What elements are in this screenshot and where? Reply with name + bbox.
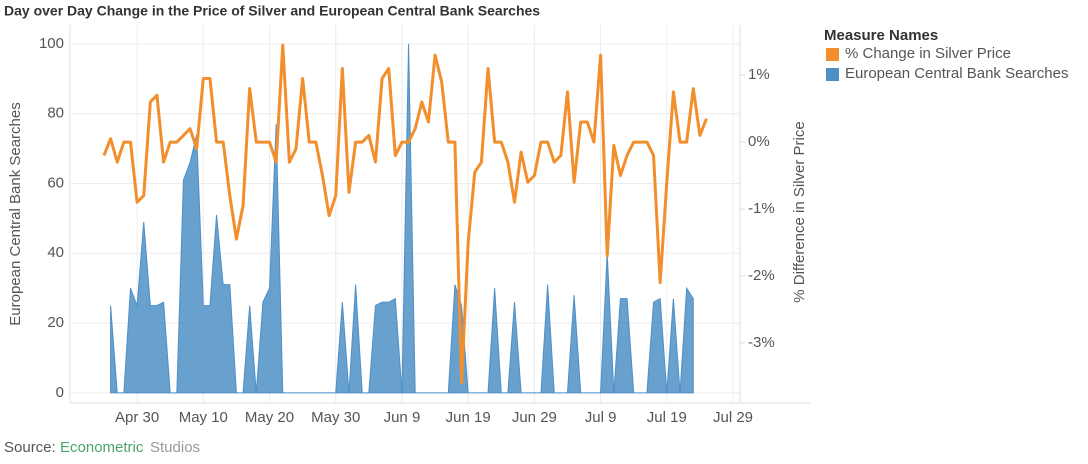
x-tick-label: Jul 9 (585, 409, 617, 426)
legend-swatch (826, 68, 839, 81)
source-brand: Studios (150, 439, 200, 456)
x-tick-label: May 10 (179, 409, 228, 426)
legend-title: Measure Names (824, 27, 938, 44)
y-tick-label: 20 (47, 314, 64, 331)
y2-tick-label: -3% (748, 334, 775, 351)
source-brand: Econometric (60, 439, 144, 456)
x-tick-label: Jul 29 (713, 409, 753, 426)
source-label: Source: (4, 439, 56, 456)
legend-label: % Change in Silver Price (845, 45, 1011, 62)
legend-label: European Central Bank Searches (845, 65, 1068, 82)
x-tick-label: Apr 30 (115, 409, 159, 426)
y2-tick-label: -1% (748, 200, 775, 217)
line (102, 43, 708, 385)
x-tick-label: Jun 9 (384, 409, 421, 426)
y-axis-title: European Central Bank Searches (7, 102, 24, 325)
y-tick-label: 40 (47, 244, 64, 261)
y-tick-label: 60 (47, 174, 64, 191)
area (110, 43, 694, 394)
y2-tick-label: 0% (748, 133, 770, 150)
y-tick-label: 0 (56, 384, 64, 401)
y2-axis-title: % Difference in Silver Price (791, 121, 808, 302)
x-tick-label: Jul 19 (647, 409, 687, 426)
y2-tick-label: 1% (748, 66, 770, 83)
y2-tick-label: -2% (748, 267, 775, 284)
x-tick-label: May 30 (311, 409, 360, 426)
x-tick-label: Jun 19 (446, 409, 491, 426)
legend-swatch (826, 48, 839, 61)
x-tick-label: May 20 (245, 409, 294, 426)
y-tick-label: 80 (47, 105, 64, 122)
y-tick-label: 100 (39, 35, 64, 52)
chart-title: Day over Day Change in the Price of Silv… (4, 3, 540, 19)
x-tick-label: Jun 29 (512, 409, 557, 426)
